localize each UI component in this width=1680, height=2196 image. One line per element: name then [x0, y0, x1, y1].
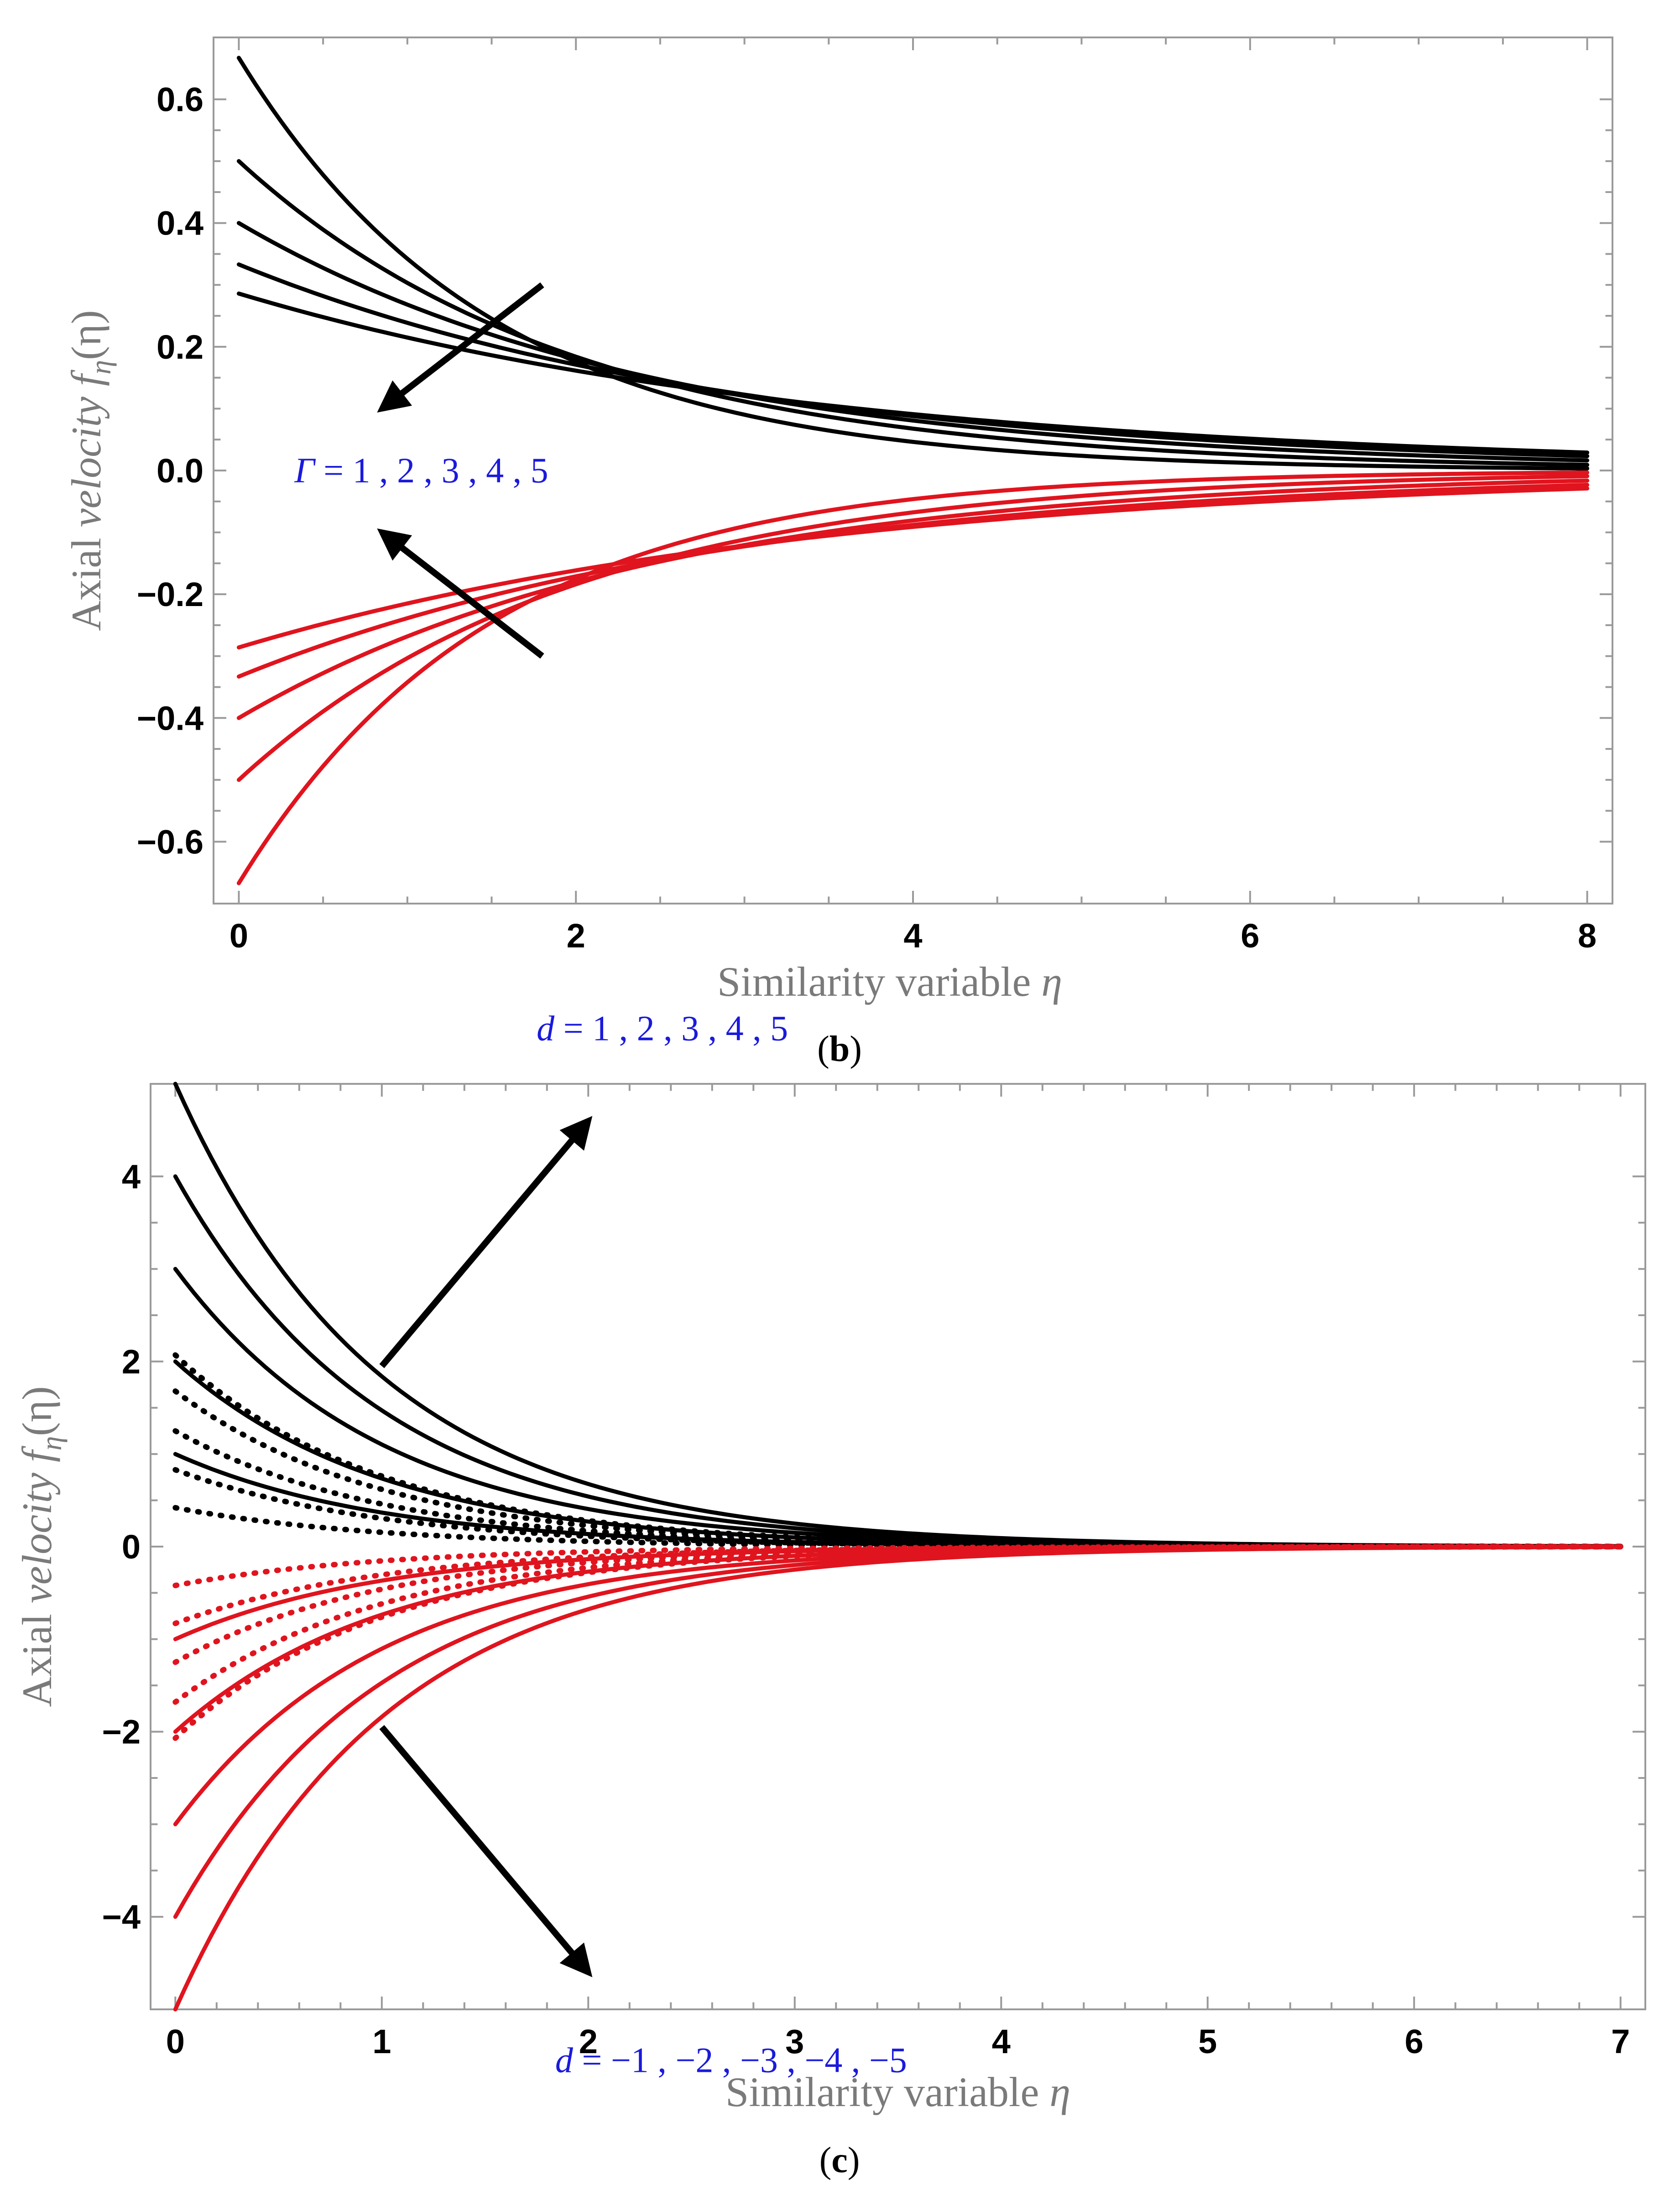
- arrow-c-0: [379, 1116, 593, 1369]
- x-axis-title-b: Similarity variable η: [717, 958, 1062, 1005]
- caption-letter-c: c: [831, 2140, 848, 2180]
- x-tick-label-c-6: 6: [1405, 2023, 1424, 2060]
- y-axis-tail-b: (η): [63, 310, 110, 360]
- x-axis-symbol-b: η: [1041, 958, 1062, 1005]
- annotation-symbol-d-pos-label: d: [537, 1008, 555, 1048]
- y-tick-label-b-0: −0.6: [137, 823, 203, 861]
- series-line-b-5: [236, 470, 1590, 885]
- series-line-b-7: [236, 478, 1590, 720]
- x-tick-label-c-3: 3: [785, 2023, 804, 2060]
- x-tick-label-c-5: 5: [1198, 2023, 1217, 2060]
- y-axis-title-text-b: Axial: [63, 527, 110, 631]
- annotation-text-d-pos-label: = 1 , 2 , 3 , 4 , 5: [554, 1008, 788, 1048]
- caption-letter-b: b: [830, 1029, 850, 1069]
- curves-b: [236, 56, 1590, 885]
- y-tick-label-b-5: 0.4: [157, 204, 203, 242]
- annotation-d-neg-label: d = −1 , −2 , −3 , −4 , −5: [555, 2040, 907, 2080]
- y-axis-subscript-b: η: [84, 360, 117, 375]
- y-axis-title-c: Axial velocity fη(η): [14, 1386, 68, 1707]
- y-axis-title-text-c: Axial: [14, 1603, 60, 1707]
- annotation-symbol-gamma-label: Γ: [294, 450, 316, 490]
- y-tick-label-c-0: −4: [102, 1898, 141, 1936]
- annotation-text-gamma-label: = 1 , 2 , 3 , 4 , 5: [315, 450, 548, 490]
- x-tick-label-c-1: 1: [372, 2023, 391, 2060]
- x-tick-label-c-2: 2: [579, 2023, 598, 2060]
- series-line-c-19: [172, 1544, 1623, 1589]
- caption-b: (b): [817, 1029, 862, 1069]
- y-tick-label-c-4: 4: [122, 1158, 141, 1196]
- annotations-c: d = 1 , 2 , 3 , 4 , 5d = −1 , −2 , −3 , …: [537, 1008, 907, 2080]
- series-line-b-6: [236, 474, 1590, 782]
- x-tick-label-c-4: 4: [992, 2023, 1011, 2060]
- arrows-c: [379, 1116, 593, 1977]
- arrows-b: [377, 282, 544, 659]
- y-tick-label-c-3: 2: [122, 1343, 141, 1380]
- series-line-c-3: [173, 1359, 1623, 1549]
- series-line-c-6: [172, 1388, 1623, 1549]
- y-axis-title-b: Axial velocity fη(η): [63, 310, 117, 631]
- annotation-gamma-label: Γ = 1 , 2 , 3 , 4 , 5: [294, 450, 548, 490]
- x-axis-title-text-b: Similarity variable: [717, 958, 1041, 1005]
- y-axis-italic-c: velocity f: [14, 1445, 60, 1603]
- x-tick-label-b-4: 8: [1578, 917, 1597, 955]
- series-line-b-0: [236, 56, 1590, 471]
- y-axis-italic-b: velocity f: [63, 369, 110, 527]
- y-axis-subscript-c: η: [35, 1436, 68, 1451]
- x-axis-symbol-c: η: [1049, 2069, 1070, 2115]
- y-tick-label-b-4: 0.2: [157, 328, 203, 366]
- series-line-c-13: [173, 1544, 1623, 1734]
- annotation-text-d-neg-label: = −1 , −2 , −3 , −4 , −5: [573, 2040, 907, 2080]
- x-tick-label-b-0: 0: [230, 917, 248, 955]
- x-tick-label-c-7: 7: [1611, 2023, 1630, 2060]
- y-tick-label-c-2: 0: [122, 1528, 141, 1566]
- y-tick-label-b-1: −0.4: [137, 699, 203, 737]
- curves-c: [172, 1082, 1623, 2012]
- tick-labels-b: 0 2 4 6 8 −0.6 −0.4 −0.2 0.0 0.2 0.4 0.6: [137, 81, 1597, 955]
- x-axis-title-text-c: Similarity variable: [725, 2069, 1049, 2115]
- y-axis-tail-c: (η): [14, 1386, 60, 1436]
- y-tick-label-c-1: −2: [102, 1713, 141, 1751]
- series-line-b-2: [236, 221, 1590, 463]
- series-line-b-1: [236, 159, 1590, 467]
- arrow-b-0: [377, 282, 544, 413]
- arrow-c-1: [379, 1725, 593, 1977]
- tick-marks-c: [151, 1084, 1645, 2009]
- x-tick-label-c-0: 0: [166, 2023, 185, 2060]
- tick-marks-b: [214, 37, 1612, 904]
- arrow-b-1: [377, 528, 544, 659]
- x-axis-title-c: Similarity variable η: [725, 2069, 1070, 2115]
- y-tick-label-b-3: 0.0: [157, 452, 203, 490]
- series-line-c-9: [172, 1505, 1623, 1549]
- tick-labels-c: 0 1 2 3 4 5 6 7 −4 −2 0 2 4: [102, 1158, 1630, 2060]
- series-line-c-18: [172, 1544, 1623, 1626]
- series-line-c-16: [172, 1544, 1623, 1705]
- annotation-symbol-d-neg-label: d: [555, 2040, 574, 2080]
- panel-b: 0 2 4 6 8 −0.6 −0.4 −0.2 0.0 0.2 0.4 0.6 Γ = 1 , 2 …: [63, 37, 1613, 1069]
- annotations-b: Γ = 1 , 2 , 3 , 4 , 5: [294, 450, 548, 490]
- x-tick-label-b-1: 2: [567, 917, 585, 955]
- caption-c: (c): [819, 2140, 860, 2180]
- y-tick-label-b-2: −0.2: [137, 575, 203, 613]
- y-tick-label-b-6: 0.6: [157, 81, 203, 119]
- x-tick-label-b-2: 4: [903, 917, 922, 955]
- x-tick-label-b-3: 6: [1241, 917, 1259, 955]
- annotation-d-pos-label: d = 1 , 2 , 3 , 4 , 5: [537, 1008, 788, 1048]
